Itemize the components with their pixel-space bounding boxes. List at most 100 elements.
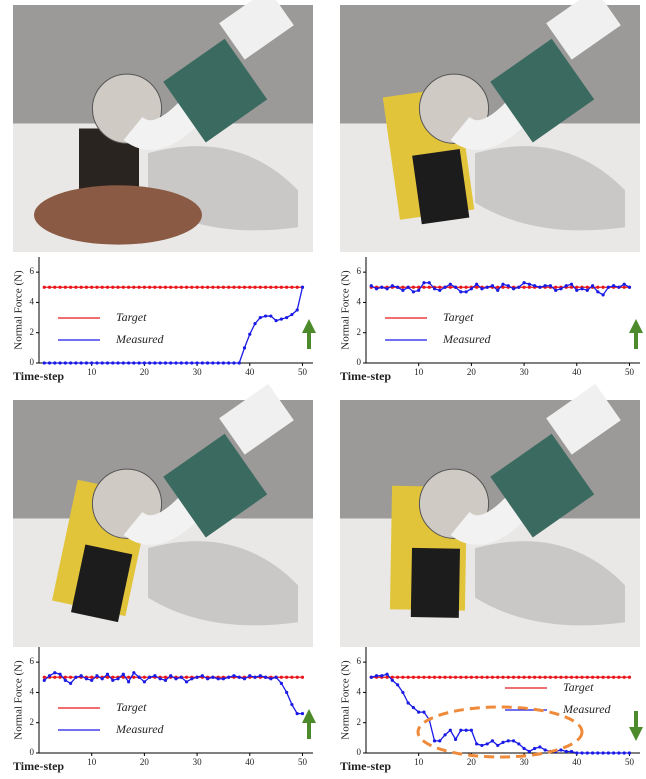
data-point	[617, 676, 620, 679]
data-point	[69, 286, 72, 289]
data-point	[596, 751, 599, 754]
data-point	[370, 676, 373, 679]
data-point	[449, 729, 452, 732]
data-point	[501, 676, 504, 679]
data-point	[143, 680, 146, 683]
data-point	[248, 333, 251, 336]
data-point	[301, 712, 304, 715]
data-point	[575, 289, 578, 292]
x-tick-label: 50	[298, 367, 308, 377]
data-point	[370, 284, 373, 287]
data-point	[628, 676, 631, 679]
data-point	[586, 286, 589, 289]
y-axis-label: Normal Force (N)	[340, 660, 352, 740]
arrow	[629, 319, 643, 349]
data-point	[153, 361, 156, 364]
data-point	[559, 748, 562, 751]
data-point	[122, 286, 125, 289]
data-point	[428, 286, 431, 289]
data-point	[185, 680, 188, 683]
data-point	[180, 286, 183, 289]
data-point	[586, 676, 589, 679]
data-point	[470, 676, 473, 679]
data-point	[227, 286, 230, 289]
data-point	[491, 739, 494, 742]
data-point	[127, 676, 130, 679]
data-point	[596, 676, 599, 679]
data-point	[143, 286, 146, 289]
data-point	[570, 676, 573, 679]
data-point	[522, 286, 525, 289]
data-point	[296, 286, 299, 289]
data-point	[465, 286, 468, 289]
data-point	[43, 361, 46, 364]
data-point	[106, 286, 109, 289]
data-point	[528, 750, 531, 753]
data-point	[285, 691, 288, 694]
data-point	[528, 286, 531, 289]
data-point	[433, 676, 436, 679]
data-point	[195, 286, 198, 289]
data-point	[417, 711, 420, 714]
data-point	[85, 361, 88, 364]
data-point	[544, 748, 547, 751]
data-point	[58, 286, 61, 289]
data-point	[217, 361, 220, 364]
data-point	[269, 677, 272, 680]
data-point	[480, 287, 483, 290]
data-point	[74, 361, 77, 364]
x-tick-label: 50	[625, 757, 635, 767]
y-tick-label: 6	[357, 656, 362, 666]
legend-label: Measured	[442, 332, 492, 346]
data-point	[127, 361, 130, 364]
data-point	[296, 308, 299, 311]
data-point	[454, 738, 457, 741]
data-point	[565, 676, 568, 679]
x-tick-label: 30	[520, 757, 530, 767]
data-point	[90, 361, 93, 364]
data-point	[623, 676, 626, 679]
data-point	[496, 676, 499, 679]
x-tick-label: 40	[572, 367, 582, 377]
data-point	[95, 286, 98, 289]
data-point	[132, 286, 135, 289]
data-point	[285, 676, 288, 679]
data-point	[185, 361, 188, 364]
data-point	[602, 286, 605, 289]
data-point	[290, 703, 293, 706]
data-point	[570, 750, 573, 753]
data-point	[248, 286, 251, 289]
data-point	[491, 284, 494, 287]
photo	[13, 0, 313, 252]
data-point	[375, 674, 378, 677]
data-point	[80, 674, 83, 677]
data-point	[401, 691, 404, 694]
data-point	[449, 676, 452, 679]
data-point	[74, 286, 77, 289]
data-point	[538, 745, 541, 748]
y-tick-label: 2	[357, 717, 362, 727]
data-point	[580, 287, 583, 290]
y-tick-label: 6	[30, 656, 35, 666]
data-point	[538, 676, 541, 679]
data-point	[412, 706, 415, 709]
data-point	[407, 701, 410, 704]
data-point	[301, 286, 304, 289]
data-point	[174, 361, 177, 364]
data-point	[401, 289, 404, 292]
data-point	[85, 286, 88, 289]
data-point	[533, 747, 536, 750]
data-point	[422, 676, 425, 679]
data-point	[438, 286, 441, 289]
data-point	[401, 676, 404, 679]
x-tick-label: 20	[140, 757, 150, 767]
x-tick-label: 40	[245, 367, 255, 377]
data-point	[180, 361, 183, 364]
data-point	[449, 283, 452, 286]
data-point	[565, 284, 568, 287]
series-line	[371, 283, 629, 295]
data-point	[116, 677, 119, 680]
x-axis-label: Time-step	[13, 369, 64, 383]
data-point	[602, 293, 605, 296]
data-point	[148, 676, 151, 679]
